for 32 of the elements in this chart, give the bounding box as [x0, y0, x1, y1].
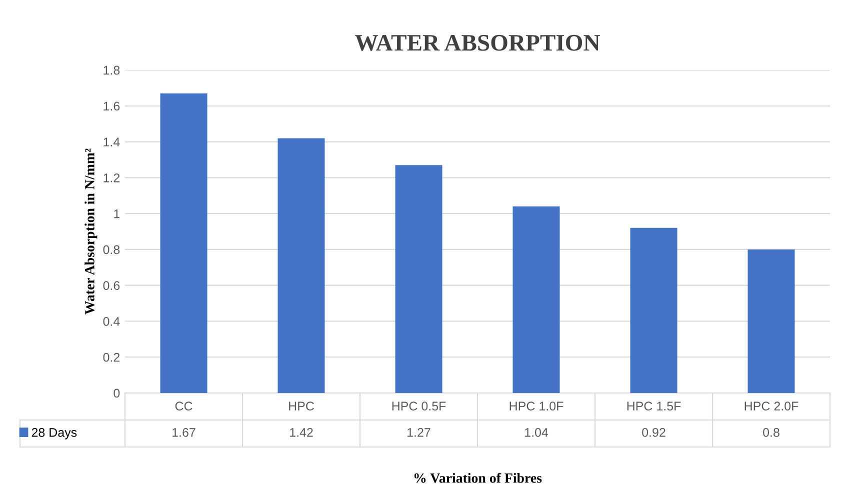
data-label: 1.04	[525, 428, 548, 437]
x-tick-label: CC	[175, 402, 192, 411]
x-tick-label: HPC 0.5F	[392, 402, 446, 411]
data-label: 1.42	[290, 428, 313, 437]
bar	[395, 165, 442, 393]
y-tick-label: 0.8	[103, 245, 120, 254]
y-tick-label: 1	[114, 209, 120, 218]
x-tick-label: HPC	[289, 402, 314, 411]
bar	[748, 249, 795, 393]
data-label: 0.8	[763, 428, 780, 437]
y-tick-label: 0.2	[103, 352, 120, 362]
legend-label: 28 Days	[32, 428, 77, 440]
y-tick-label: 0	[114, 388, 120, 398]
bar	[512, 206, 560, 393]
bar	[278, 138, 325, 393]
x-tick-label: HPC 2.0F	[744, 402, 798, 411]
y-tick-label: 1.2	[104, 173, 120, 182]
data-label: 1.67	[172, 428, 196, 437]
y-axis-title: Water Absorption in N/mm²	[84, 148, 98, 314]
data-label: 1.27	[408, 428, 430, 437]
bar	[630, 228, 678, 393]
data-label: 0.92	[642, 428, 666, 437]
y-tick-label: 0.4	[103, 317, 120, 326]
x-axis-title: % Variation of Fibres	[414, 472, 542, 483]
y-tick-label: 1.4	[104, 138, 120, 146]
y-tick-label: 1.6	[104, 102, 120, 111]
y-tick-label: 0.6	[103, 281, 120, 290]
bar	[160, 93, 208, 393]
chart-title: WATER ABSORPTION	[355, 34, 600, 51]
x-tick-label: HPC 1.0F	[510, 402, 564, 411]
y-tick-label: 1.8	[104, 66, 120, 75]
x-tick-label: HPC 1.5F	[627, 402, 681, 411]
